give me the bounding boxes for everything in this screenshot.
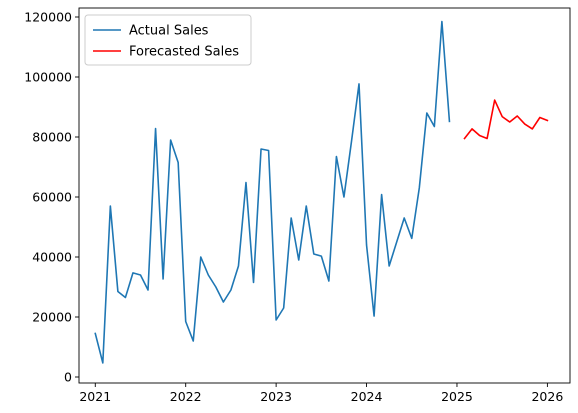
y-tick-label: 120000 (24, 10, 72, 25)
y-tick-label: 0 (64, 370, 72, 385)
x-tick-label: 2025 (441, 389, 473, 404)
y-tick-label: 80000 (32, 130, 72, 145)
y-tick-label: 60000 (32, 190, 72, 205)
y-tick-label: 20000 (32, 310, 72, 325)
x-tick-label: 2024 (351, 389, 383, 404)
axes-frame (78, 7, 571, 384)
legend: Actual Sales Forecasted Sales (84, 14, 252, 66)
series-line-1 (463, 99, 549, 140)
legend-label-0: Actual Sales (129, 24, 209, 39)
y-tick-label: 100000 (24, 70, 72, 85)
y-tick-label: 40000 (32, 250, 72, 265)
x-tick-label: 2023 (260, 389, 292, 404)
legend-box (84, 14, 252, 66)
x-tick-label: 2022 (170, 389, 202, 404)
legend-label-1: Forecasted Sales (129, 45, 239, 60)
x-tick-label: 2021 (79, 389, 111, 404)
series-line-0 (94, 20, 451, 364)
x-tick-label: 2026 (531, 389, 563, 404)
plot-area: 2021 2022 2023 2024 2025 2026 0 20000 40000 60000… (24, 7, 571, 404)
